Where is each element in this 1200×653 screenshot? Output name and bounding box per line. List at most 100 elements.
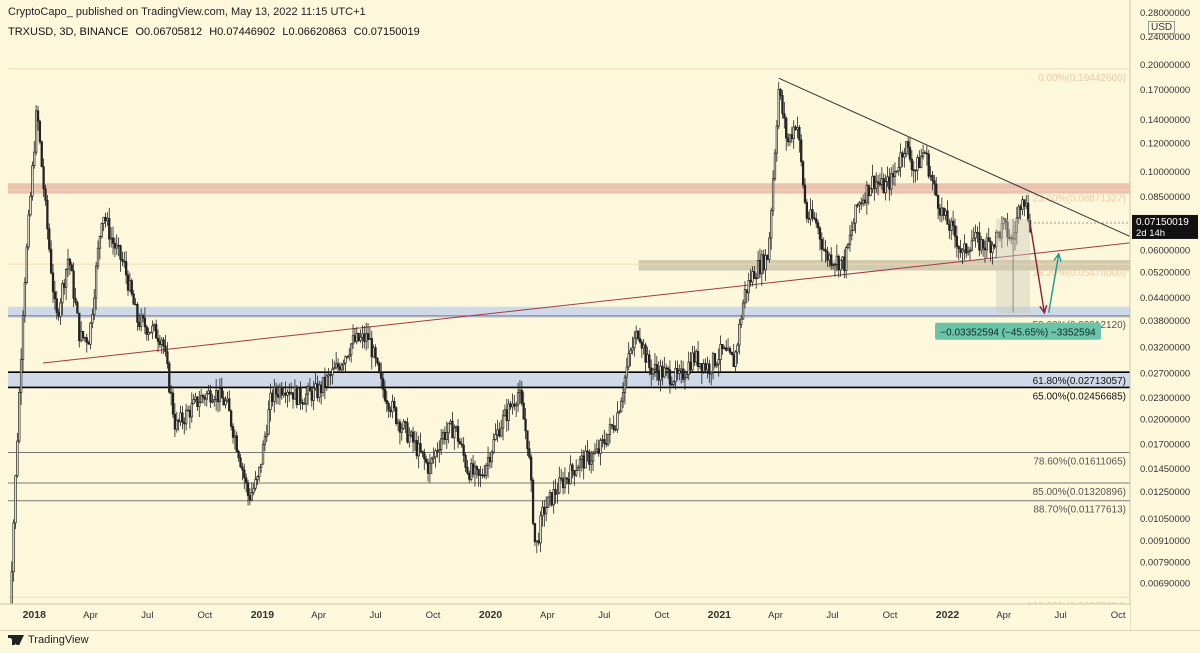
candle-body (121, 259, 124, 262)
candle (205, 390, 208, 407)
candle (770, 207, 773, 250)
candle-body (496, 429, 499, 435)
candle (912, 160, 915, 184)
candle-body (237, 451, 240, 459)
candle-body (779, 89, 782, 96)
candle-body (756, 260, 760, 279)
candle-body (464, 455, 467, 468)
candle-body (265, 433, 268, 438)
price-tick-label: 0.10000000 (1140, 167, 1190, 178)
candle (627, 342, 630, 371)
candle (141, 313, 145, 323)
candle-body (888, 176, 891, 190)
candle (807, 211, 810, 224)
candle (876, 174, 880, 196)
candle-body (102, 216, 105, 224)
candle (636, 329, 640, 341)
candle (348, 347, 351, 361)
candle (863, 192, 867, 206)
candle-body (276, 393, 280, 398)
candle-body (955, 235, 959, 247)
candle-body (580, 455, 583, 460)
candle-body (860, 202, 863, 205)
candle-body (961, 249, 964, 253)
candle-body (966, 251, 970, 254)
candle-body (603, 439, 606, 444)
candle (353, 328, 357, 344)
candle (241, 462, 244, 481)
candle-body (106, 218, 109, 222)
candle-body (815, 218, 818, 224)
candle-body (933, 180, 936, 185)
candle-body (213, 399, 216, 402)
candle-body (710, 371, 713, 375)
candle-body (458, 441, 462, 445)
candle-body (687, 361, 690, 375)
candle-body (792, 126, 795, 140)
candle-body (447, 422, 450, 434)
candle (963, 234, 966, 260)
candle-body (863, 199, 867, 204)
zone-fib-50-zone (8, 306, 1130, 318)
candle (993, 243, 996, 250)
candle (351, 324, 355, 349)
candle (1026, 194, 1030, 224)
candle (456, 419, 460, 449)
candle (286, 389, 289, 408)
candle-body (396, 421, 400, 424)
candle (565, 476, 568, 485)
candle-body (57, 312, 60, 317)
candle (169, 385, 173, 406)
candle-body (511, 403, 514, 408)
candle-body (288, 391, 291, 395)
candle (691, 345, 694, 372)
candle-body (869, 188, 872, 196)
candle-body (725, 347, 728, 351)
candle-body (886, 176, 889, 183)
candle-body (361, 333, 364, 338)
candle-body (764, 254, 767, 271)
candle (792, 120, 795, 149)
candle (1017, 204, 1020, 224)
candle-body (438, 449, 441, 452)
fib-label: 23.60%(0.08871327) (1033, 194, 1126, 205)
candle-body (691, 352, 694, 371)
candle (548, 489, 552, 507)
candle (590, 450, 593, 474)
candle (545, 496, 548, 522)
candle (816, 219, 820, 235)
candle-body (696, 350, 700, 367)
candle (933, 174, 936, 196)
candle-body (70, 264, 73, 272)
tradingview-logo[interactable]: TradingView (8, 634, 89, 646)
candle (732, 343, 735, 367)
candle (511, 393, 514, 415)
candle-body (89, 322, 92, 345)
candle (561, 471, 565, 495)
candle-body (44, 188, 47, 201)
candle-body (211, 400, 214, 403)
candle-body (721, 344, 724, 349)
fib-layer: 0.00%(0.19442600) 23.60%(0.08871327) 38.20… (8, 68, 1130, 612)
price-tick-label: 0.17000000 (1140, 85, 1190, 96)
candle-body (271, 392, 274, 402)
candle (256, 475, 259, 486)
candle-body (522, 402, 525, 420)
time-tick-label: 2020 (479, 609, 503, 621)
candle-body (890, 173, 893, 190)
fib-label: 61.80%(0.02713057) (1033, 376, 1126, 387)
candle (237, 449, 240, 462)
candle (171, 388, 175, 419)
candle (49, 240, 53, 275)
candle-body (282, 392, 285, 396)
time-axis-bg (0, 604, 1130, 632)
candle-body (537, 540, 540, 544)
candle (55, 291, 58, 320)
candle-body (717, 359, 720, 365)
candle-body (263, 436, 267, 445)
candle-body (571, 464, 574, 472)
candle (601, 434, 604, 448)
candle-body (642, 344, 645, 349)
candle (612, 415, 615, 434)
